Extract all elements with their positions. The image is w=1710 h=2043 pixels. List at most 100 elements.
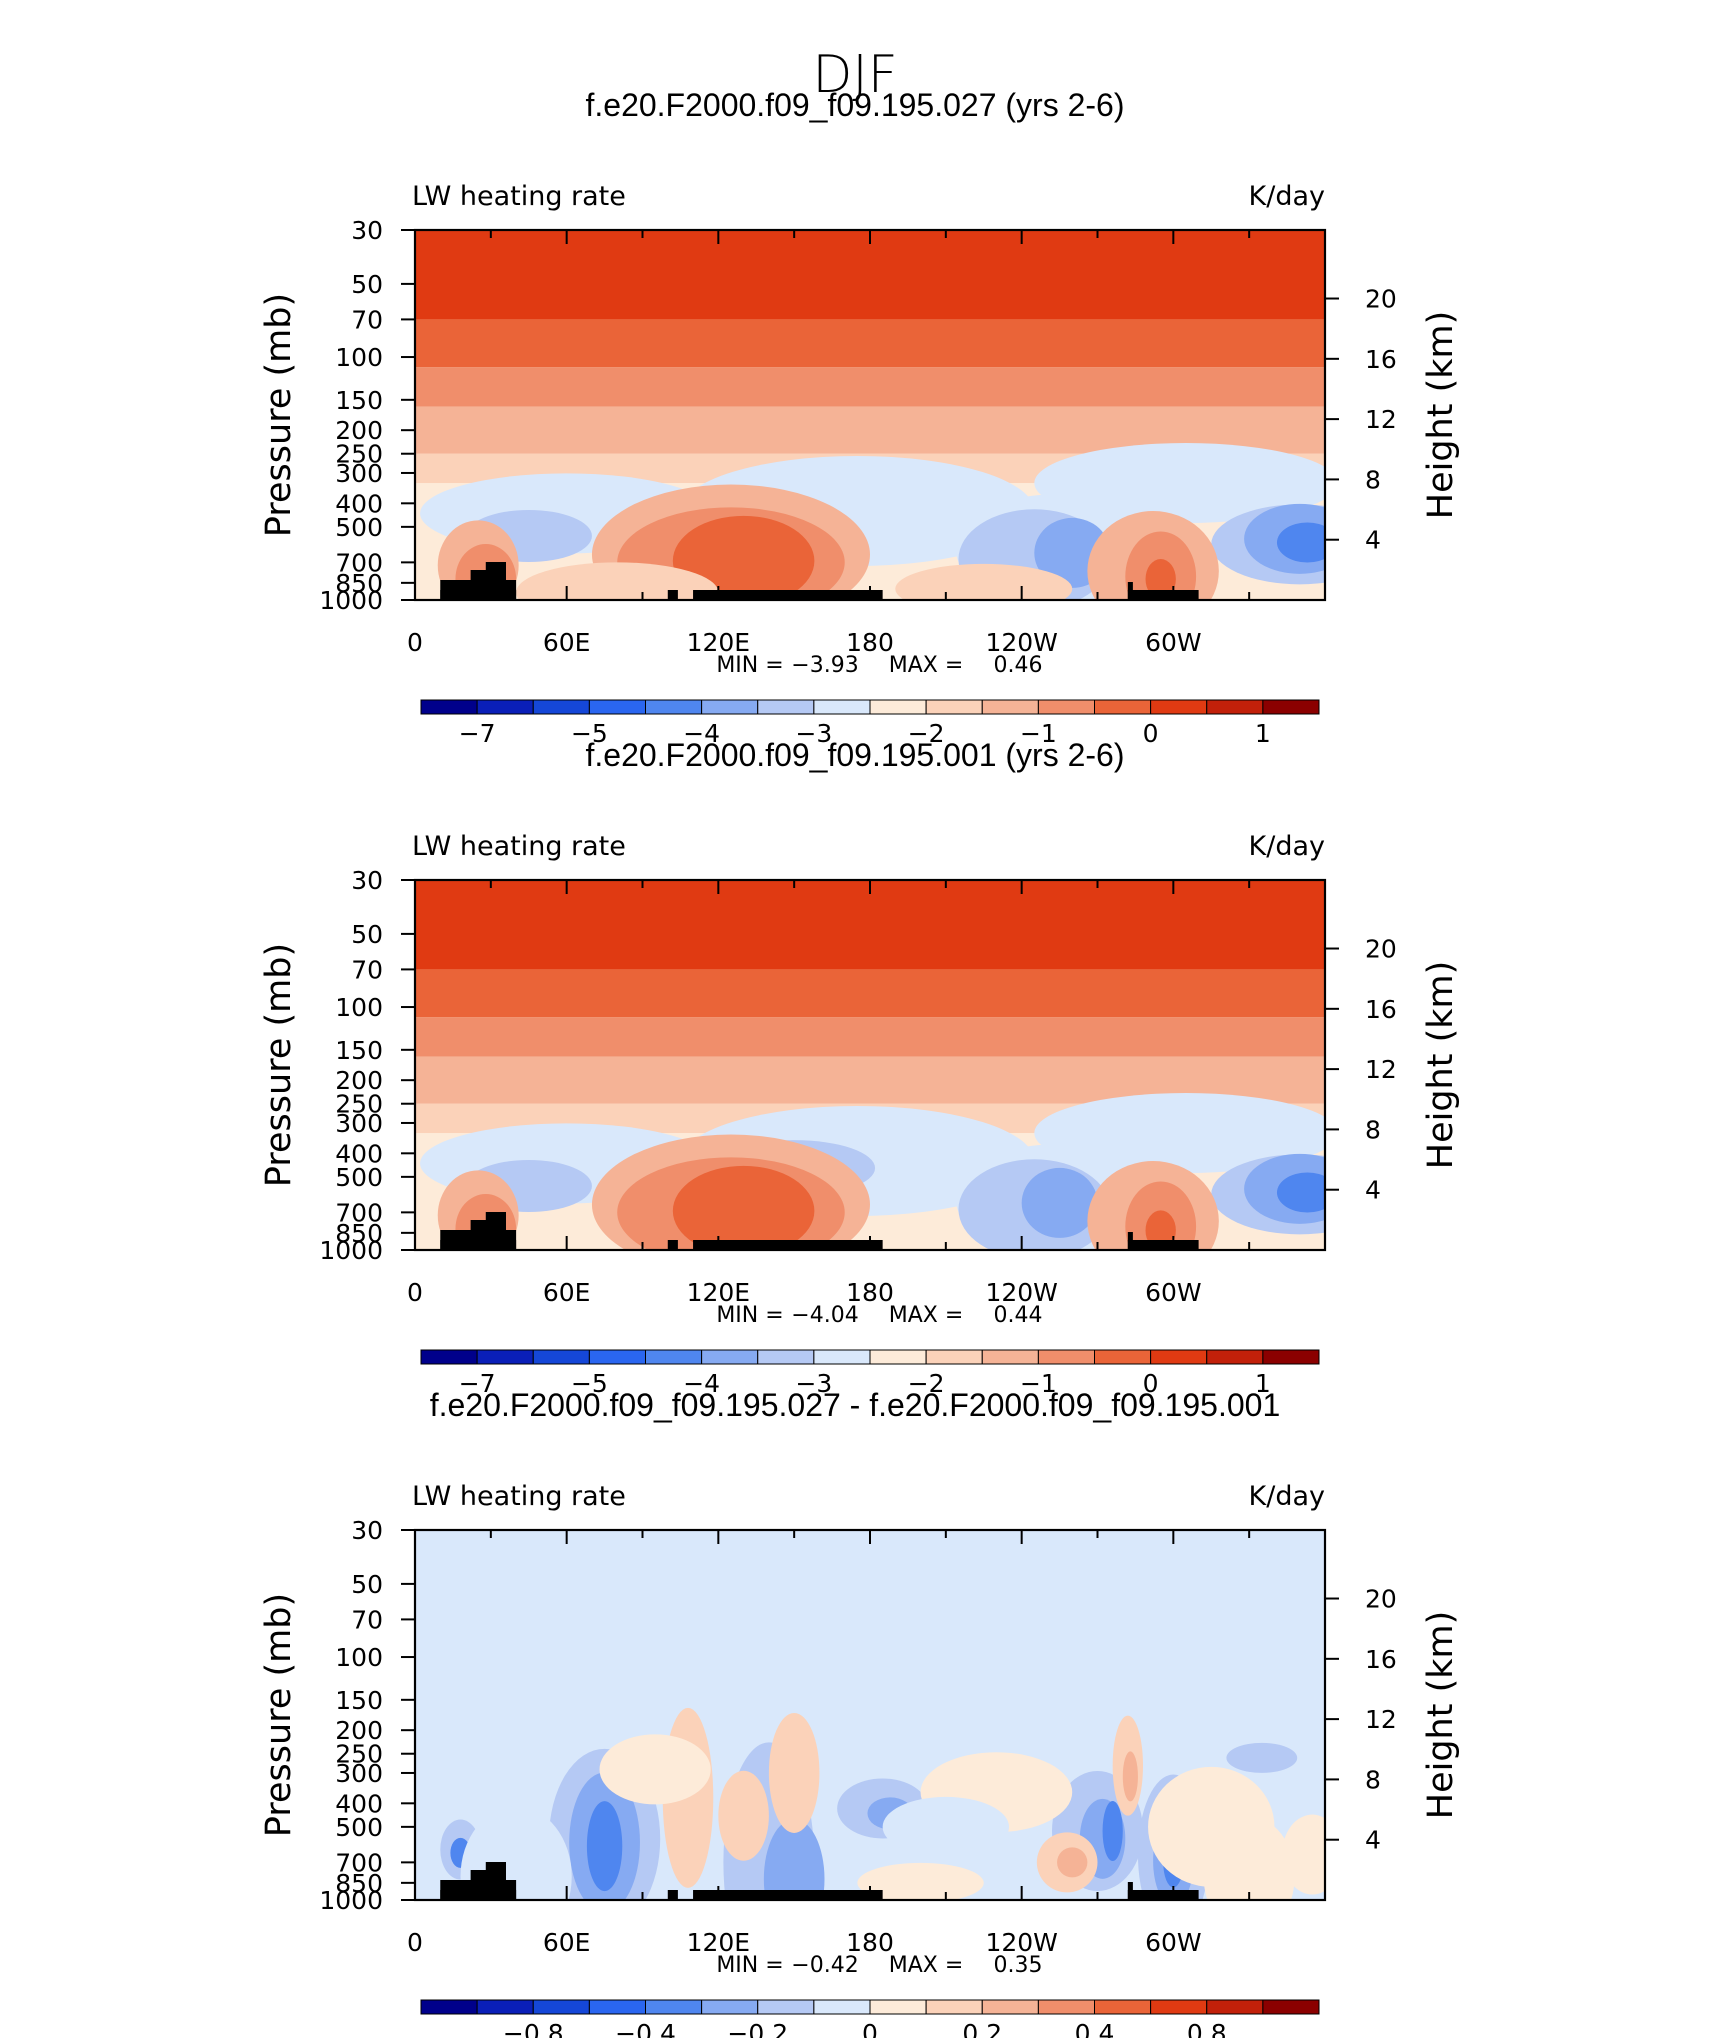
min-label: MIN = — [716, 1953, 783, 1978]
y-tick-label: 400 — [335, 1789, 383, 1818]
y2-tick-label: 12 — [1365, 1705, 1397, 1734]
y-tick-label: 150 — [335, 1036, 383, 1065]
colorbar-box — [588, 699, 646, 715]
colorbar-box — [869, 1349, 927, 1365]
colorbar-box — [476, 1349, 534, 1365]
y-tick-label: 200 — [335, 1066, 383, 1095]
colorbar-label: −0.4 — [615, 2019, 676, 2038]
colorbar-label: −0.2 — [727, 2019, 788, 2038]
colorbar-box — [757, 1999, 815, 2015]
y-tick-label: 30 — [351, 1516, 383, 1545]
x-tick-label: 180 — [846, 1278, 894, 1307]
y2-tick-label: 4 — [1365, 1826, 1381, 1855]
stratosphere-band — [415, 367, 1325, 407]
orography — [693, 1890, 883, 1900]
colorbar-label: −5 — [571, 1369, 608, 1398]
y2-tick-label: 8 — [1365, 465, 1381, 494]
figure-title: DJF — [812, 45, 897, 105]
colorbar-box — [1206, 1349, 1264, 1365]
contour-region — [1102, 1800, 1123, 1861]
colorbar-label: −4 — [683, 1369, 720, 1398]
y-tick-label: 400 — [335, 489, 383, 518]
max-value: 0.46 — [994, 653, 1043, 678]
colorbar-box — [813, 1999, 871, 2015]
orography — [1127, 1232, 1133, 1250]
orography — [1127, 590, 1199, 600]
colorbar-box — [645, 1349, 703, 1365]
stratosphere-band — [415, 230, 1325, 320]
contour-region — [1034, 1093, 1325, 1174]
y-tick-label: 70 — [351, 955, 383, 984]
stratosphere-band — [415, 969, 1325, 1018]
orography — [485, 562, 506, 600]
colorbar-box — [1037, 699, 1095, 715]
colorbar-box — [701, 1999, 759, 2015]
y-tick-label: 850 — [335, 569, 383, 598]
orography — [1127, 1890, 1199, 1900]
colorbar-box — [925, 699, 983, 715]
y-tick-label: 200 — [335, 416, 383, 445]
min-value: −4.04 — [791, 1303, 858, 1328]
y2-tick-label: 20 — [1365, 935, 1397, 964]
colorbar-box — [757, 1349, 815, 1365]
y-tick-label: 70 — [351, 1605, 383, 1634]
y-axis-label: Pressure (mb) — [259, 1593, 299, 1837]
min-value: −3.93 — [791, 653, 858, 678]
colorbar-label: −1 — [1020, 719, 1057, 748]
y2-axis-label: Height (km) — [1421, 1611, 1461, 1820]
y2-tick-label: 20 — [1365, 1585, 1397, 1614]
x-tick-label: 120W — [985, 1278, 1057, 1307]
max-label: MAX = — [889, 1303, 964, 1328]
colorbar-label: 0 — [1143, 719, 1159, 748]
y-tick-label: 300 — [335, 459, 383, 488]
orography — [693, 1240, 883, 1250]
colorbar: −7 −5 −4 −3 −2 −1 0 1 — [420, 699, 1320, 748]
y2-axis-label: Height (km) — [1421, 961, 1461, 1170]
contour-region — [1021, 1167, 1098, 1238]
colorbar-box — [1094, 699, 1152, 715]
y-tick-label: 100 — [335, 993, 383, 1022]
x-tick-label: 0 — [407, 1278, 423, 1307]
contour-region — [718, 1770, 769, 1861]
panel-units: K/day — [1249, 831, 1325, 862]
orography — [693, 590, 883, 600]
colorbar-label: −5 — [571, 719, 608, 748]
min-label: MIN = — [716, 653, 783, 678]
contour-field — [415, 230, 1325, 600]
y-tick-label: 100 — [335, 1643, 383, 1672]
y-tick-label: 150 — [335, 386, 383, 415]
colorbar-box — [1206, 1999, 1264, 2015]
contour-region — [1145, 559, 1176, 600]
colorbar-label: 0.2 — [962, 2019, 1002, 2038]
y-tick-label: 1000 — [319, 586, 383, 615]
y-tick-label: 850 — [335, 1869, 383, 1898]
contour-region — [1122, 1751, 1138, 1802]
x-tick-label: 180 — [846, 1928, 894, 1957]
panel-units: K/day — [1249, 181, 1325, 212]
contour-region — [1276, 522, 1325, 563]
colorbar: −0.8 −0.4 −0.2 0 0.2 0.4 0.8 — [420, 1999, 1320, 2043]
orography — [1127, 1240, 1199, 1250]
y-tick-label: 50 — [351, 1570, 383, 1599]
colorbar-box — [1262, 1349, 1320, 1365]
colorbar-label: 1 — [1255, 1369, 1271, 1398]
colorbar-label: 0.8 — [1187, 2019, 1227, 2038]
contour-region — [1276, 1172, 1325, 1213]
x-tick-label: 60E — [543, 1928, 591, 1957]
y-tick-label: 400 — [335, 1139, 383, 1168]
colorbar-label: −2 — [908, 719, 945, 748]
colorbar-box — [476, 699, 534, 715]
y2-tick-label: 16 — [1365, 1645, 1397, 1674]
stratosphere-band — [415, 1017, 1325, 1057]
y-axis-label: Pressure (mb) — [259, 943, 299, 1187]
y-tick-label: 100 — [335, 343, 383, 372]
y-tick-label: 500 — [335, 1163, 383, 1192]
colorbar-box — [869, 699, 927, 715]
max-label: MAX = — [889, 1953, 964, 1978]
colorbar-box — [701, 699, 759, 715]
colorbar-box — [588, 1349, 646, 1365]
x-tick-label: 180 — [846, 628, 894, 657]
contour-region — [599, 1734, 711, 1805]
max-value: 0.35 — [994, 1953, 1043, 1978]
panel-variable: LW heating rate — [412, 831, 626, 862]
